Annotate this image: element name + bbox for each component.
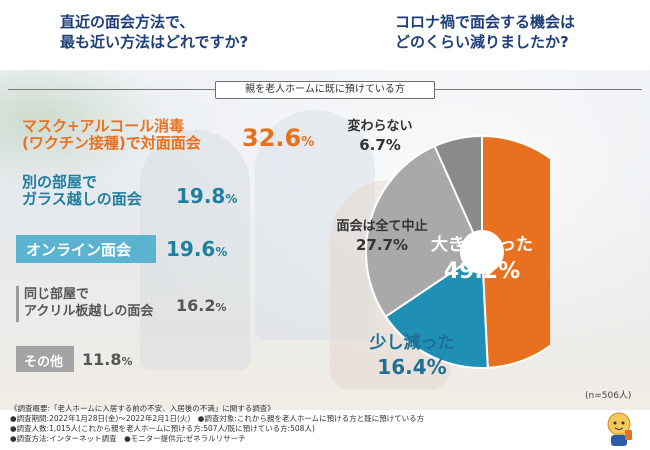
segment-banner: 親を老人ホームに既に預けている方: [215, 81, 435, 99]
method-value-2-unit: %: [225, 192, 238, 206]
method-label-1-line1: マスク+アルコール消毒: [22, 117, 185, 135]
method-value-5-number: 11.8: [82, 350, 122, 369]
method-value-5: 11.8%: [82, 350, 133, 369]
pie-label-1: 大きく減った: [431, 234, 533, 255]
method-value-3: 19.6%: [166, 237, 227, 261]
method-label-4: 同じ部屋で アクリル板越しの面会: [24, 286, 153, 320]
banner-line-left: [8, 89, 215, 90]
pie-label-2: 少し減った: [369, 332, 455, 353]
method-label-5: その他: [24, 354, 63, 371]
method-item-4: 同じ部屋で アクリル板越しの面会 16.2%: [16, 286, 246, 322]
method-item-3: オンライン面会 19.6%: [16, 235, 246, 263]
footnote-method: ●調査方法:インターネット調査 ●モニター提供元:ゼネラルリサーチ: [10, 434, 246, 443]
method-label-2-line2: ガラス越しの面会: [22, 190, 142, 208]
footnote-period: ●調査期間:2022年1月28日(金)〜2022年2月1日(火) ●調査対象:こ…: [10, 414, 425, 423]
method-value-2: 19.8%: [176, 184, 237, 208]
question-method-line1: 直近の面会方法で、: [60, 13, 195, 31]
method-bar-3: [16, 235, 156, 263]
method-item-1: マスク+アルコール消毒 (ワクチン接種)で対面面会 32.6%: [16, 118, 314, 158]
pie-value-1: 49.2%: [444, 259, 520, 284]
method-item-2: 別の部屋で ガラス越しの面会 19.8%: [16, 174, 246, 214]
method-label-3: オンライン面会: [26, 242, 131, 259]
method-value-1: 32.6%: [242, 124, 314, 152]
method-bar-5: [16, 346, 74, 372]
method-label-1: マスク+アルコール消毒 (ワクチン接種)で対面面会: [22, 118, 201, 152]
method-value-4-unit: %: [215, 301, 227, 314]
method-value-1-unit: %: [301, 135, 315, 150]
question-frequency-line1: コロナ禍で面会する機会は: [395, 13, 576, 31]
method-label-5-line1: その他: [24, 355, 64, 370]
photo-elder-man: [255, 110, 375, 340]
method-value-5-unit: %: [121, 355, 133, 368]
question-frequency-line2: どのくらい減りましたか?: [395, 33, 569, 51]
pie-center-hole: [460, 230, 504, 274]
method-label-4-line2: アクリル板越しの面会: [24, 304, 154, 319]
footnote-count: ●調査人数:1,015人(これから親を老人ホームに預ける方:507人/既に預けて…: [10, 424, 315, 433]
survey-footnotes: 《調査概要:「老人ホームに入居する前の不安、入居後の不満」に関する調査》 ●調査…: [10, 404, 590, 444]
method-item-5: その他 11.8%: [16, 346, 146, 372]
method-value-2-number: 19.8: [176, 184, 226, 208]
question-frequency: コロナ禍で面会する機会は どのくらい減りましたか?: [395, 12, 635, 52]
pie-value-4: 6.7%: [359, 136, 401, 154]
pie-slice-2: [384, 250, 489, 369]
pie-label-4: 変わらない: [347, 118, 412, 134]
method-value-4: 16.2%: [176, 296, 227, 315]
method-bar-4: [16, 286, 19, 322]
method-value-4-number: 16.2: [176, 296, 216, 315]
pie-slice-1: [481, 134, 550, 369]
photo-caregiver: [140, 130, 250, 370]
method-value-3-number: 19.6: [166, 237, 216, 261]
method-value-1-number: 32.6: [242, 124, 302, 152]
footnote-title: 《調査概要:「老人ホームに入居する前の不安、入居後の不満」に関する調査》: [10, 404, 275, 413]
pie-label-3: 面会は全て中止: [336, 218, 427, 234]
banner-line-right: [435, 89, 642, 90]
question-method: 直近の面会方法で、 最も近い方法はどれですか?: [60, 12, 280, 52]
question-method-line2: 最も近い方法はどれですか?: [60, 33, 249, 51]
method-label-1-line2: (ワクチン接種)で対面面会: [22, 134, 201, 152]
pie-value-3: 27.7%: [356, 236, 408, 254]
mascot-icon: [607, 412, 632, 446]
method-label-2-line1: 別の部屋で: [22, 173, 98, 191]
sample-size: (n=506人): [585, 391, 632, 401]
pie-slice-4: [433, 134, 483, 253]
method-value-3-unit: %: [215, 245, 228, 259]
method-label-3-line1: オンライン面会: [26, 241, 132, 259]
method-label-2: 別の部屋で ガラス越しの面会: [22, 174, 142, 208]
method-label-4-line1: 同じ部屋で: [24, 287, 90, 302]
pie-value-2: 16.4%: [377, 355, 446, 379]
